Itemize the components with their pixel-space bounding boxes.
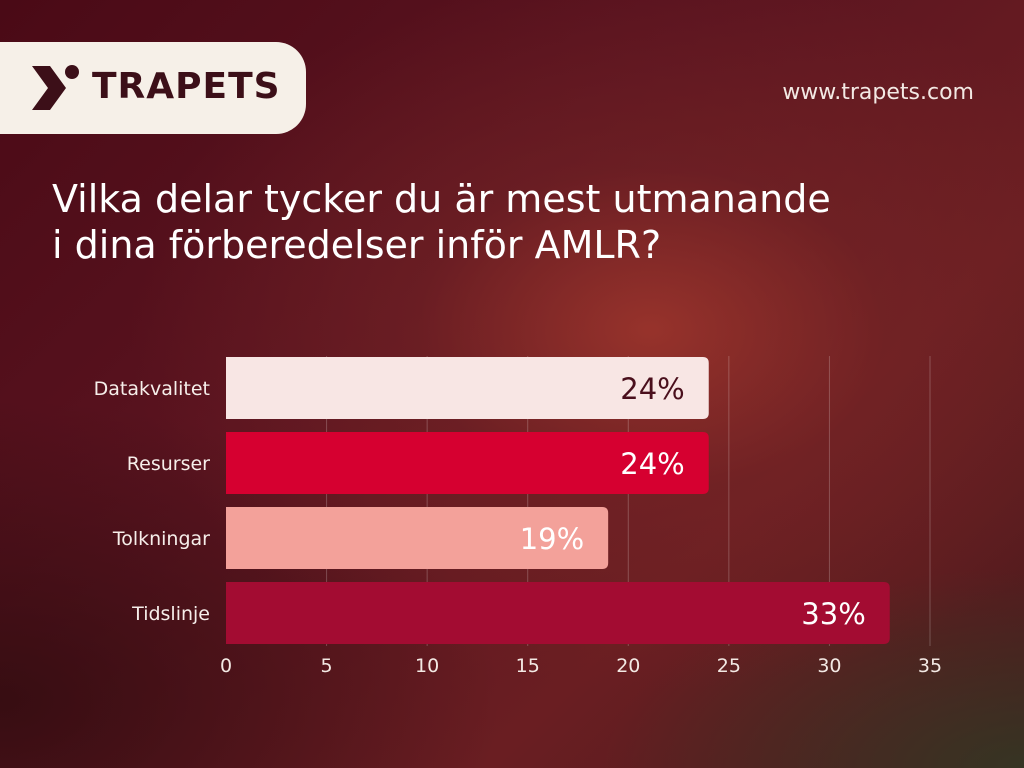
- x-tick-label: 0: [220, 655, 232, 677]
- trapets-logo-icon: [32, 65, 79, 110]
- x-tick-label: 30: [817, 655, 841, 677]
- x-tick-label: 5: [321, 655, 333, 677]
- bar: [226, 432, 709, 494]
- x-tick-label: 20: [616, 655, 640, 677]
- website-url: www.trapets.com: [782, 80, 974, 105]
- title-line-1: Vilka delar tycker du är mest utmanande: [52, 177, 831, 221]
- brand-name: TRAPETS: [92, 66, 281, 107]
- x-tick-label: 15: [516, 655, 540, 677]
- bar: [226, 582, 890, 644]
- data-label: 19%: [520, 522, 584, 556]
- data-label: 24%: [620, 447, 684, 481]
- category-label: Datakvalitet: [94, 378, 210, 400]
- data-label: 33%: [801, 597, 865, 631]
- category-label: Resurser: [127, 453, 210, 475]
- category-label: Tolkningar: [112, 528, 210, 550]
- bar: [226, 357, 709, 419]
- x-tick-label: 35: [918, 655, 942, 677]
- category-label: Tidslinje: [131, 603, 210, 625]
- data-label: 24%: [620, 372, 684, 406]
- logo-badge: TRAPETS: [0, 42, 306, 134]
- title-line-2: i dina förberedelser inför AMLR?: [52, 223, 662, 267]
- x-tick-label: 25: [717, 655, 741, 677]
- bar: [226, 507, 609, 569]
- page-title: Vilka delar tycker du är mest utmanande …: [52, 176, 992, 268]
- x-tick-label: 10: [415, 655, 439, 677]
